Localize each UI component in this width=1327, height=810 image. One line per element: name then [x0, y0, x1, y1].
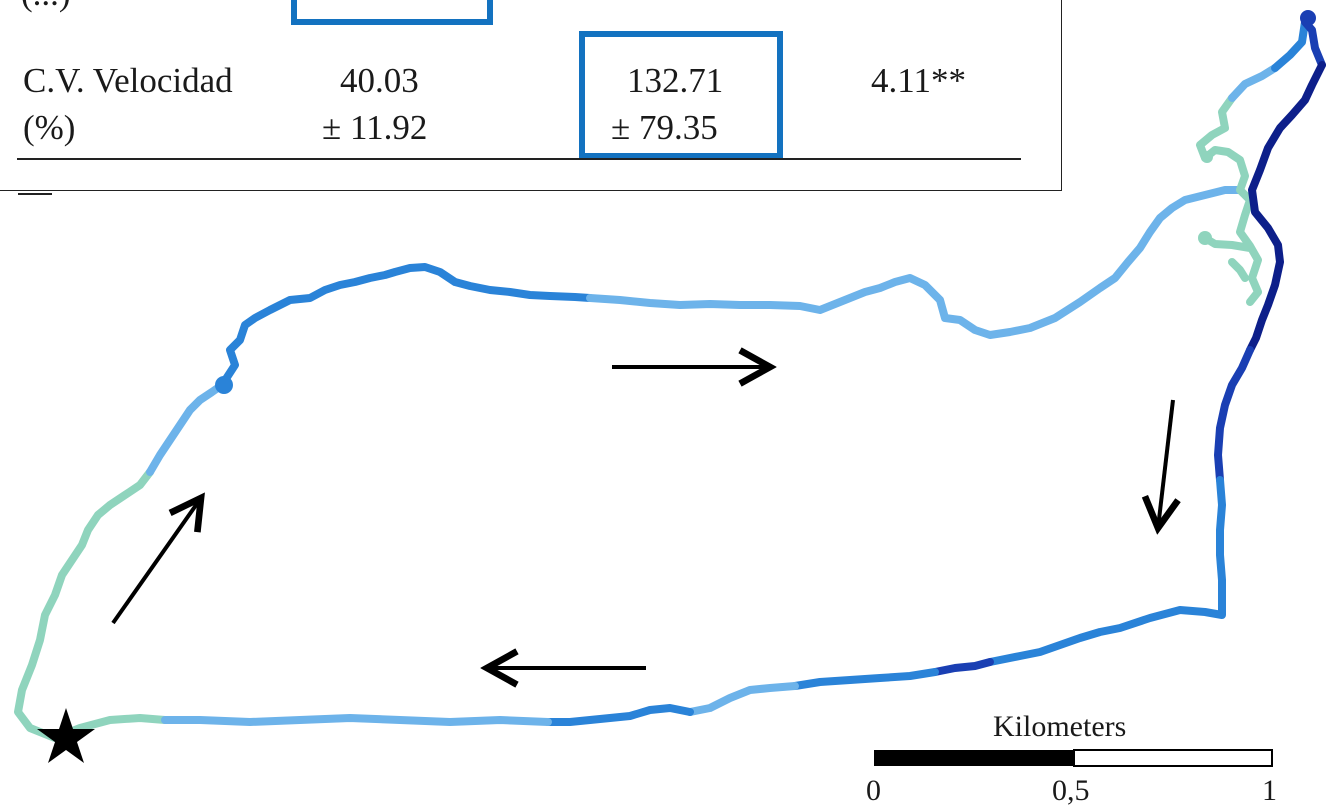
direction-arrow-northeast — [111, 498, 201, 625]
highlight-box-top — [291, 0, 493, 25]
highlight-box-col2 — [579, 31, 783, 159]
route-segment-start — [14, 468, 169, 742]
table-partial-label: (...) — [21, 0, 71, 15]
table-bottom-rule — [17, 158, 1021, 160]
route-segment-bottom-light — [686, 682, 799, 716]
route-segment-cluster — [1196, 94, 1262, 306]
start-star-icon — [37, 708, 95, 763]
scale-bar — [874, 749, 1273, 767]
direction-arrow-south — [1158, 399, 1173, 528]
scale-tick-0-5: 0,5 — [1052, 774, 1090, 807]
route-segment-bottom-medium — [544, 704, 694, 726]
col2-mean: 132.71 — [627, 61, 724, 100]
route-stop-marker — [215, 376, 233, 394]
row-label-line2: (%) — [23, 108, 76, 147]
route-segment-bottom — [791, 668, 939, 690]
col2-sd: ± 79.35 — [611, 108, 718, 147]
route-segment-upper-left — [218, 263, 594, 389]
col3-stat: 4.11** — [871, 61, 966, 100]
row-label-line1: C.V. Velocidad — [23, 61, 233, 100]
route-segment-top — [586, 186, 1244, 339]
col1-mean: 40.03 — [340, 61, 419, 100]
route-segment-left — [146, 381, 226, 476]
col1-sd: ± 11.92 — [322, 108, 428, 147]
route-segment-peak-medium — [1271, 18, 1309, 72]
route-segment-bottom-return — [161, 714, 552, 726]
scale-tick-1: 1 — [1262, 774, 1277, 807]
route-segment-peak-dark — [1301, 18, 1326, 69]
statistics-table: (...) C.V. Velocidad (%) 40.03 ± 11.92 1… — [0, 0, 1062, 191]
route-segment-peak — [1228, 64, 1279, 102]
scale-bar-title: Kilometers — [993, 710, 1127, 743]
route-segment-right-descent — [1246, 61, 1326, 354]
route-segment-right-bottom — [986, 476, 1226, 666]
route-segment-right-lower — [1214, 346, 1254, 484]
scale-tick-0: 0 — [866, 774, 881, 807]
route-segment-bottom-dark — [931, 658, 994, 676]
table-trailing-rule — [18, 193, 52, 195]
